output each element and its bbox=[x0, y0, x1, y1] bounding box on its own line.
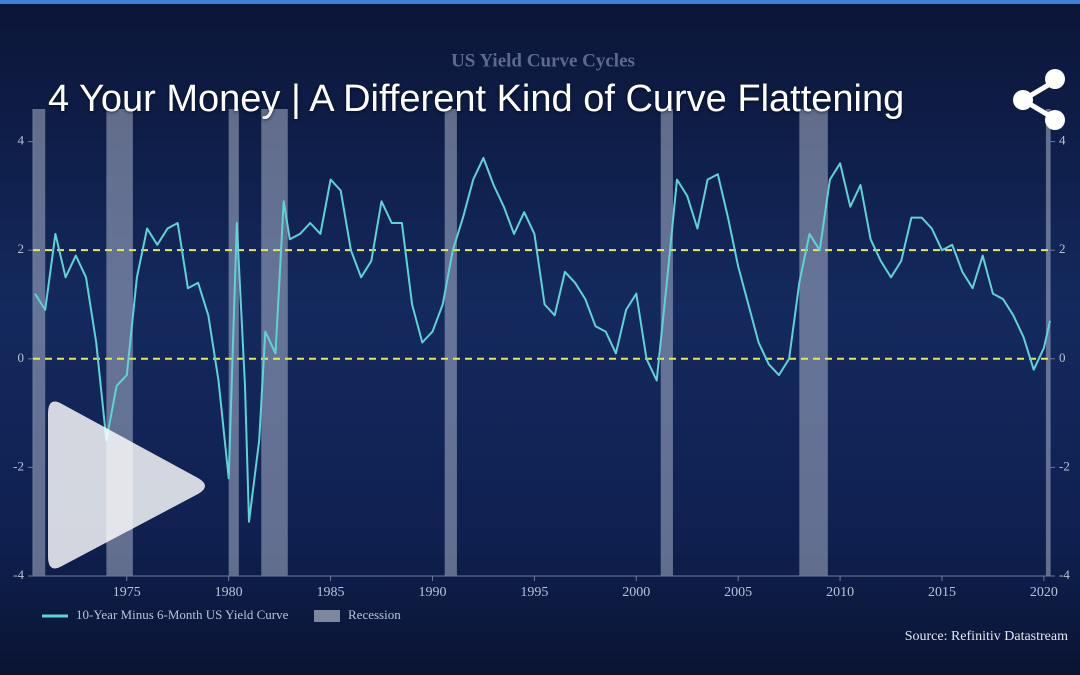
y-tick-label: -2 bbox=[13, 458, 24, 473]
legend-label: Recession bbox=[348, 607, 401, 622]
x-tick-label: 2015 bbox=[928, 585, 956, 600]
chart: US Yield Curve Cycles Source: Refinitiv … bbox=[13, 50, 1070, 644]
y-tick-label-right: 4 bbox=[1059, 133, 1066, 148]
y-tick-label-right: -4 bbox=[1059, 567, 1070, 582]
series-line bbox=[34, 156, 1051, 523]
y-tick-label-right: 0 bbox=[1059, 350, 1066, 365]
recession-band bbox=[799, 109, 828, 576]
x-tick-label: 1985 bbox=[317, 585, 345, 600]
x-tick-label: 2010 bbox=[826, 585, 854, 600]
chart-title: US Yield Curve Cycles bbox=[451, 50, 635, 71]
source-note: Source: Refinitiv Datastream bbox=[905, 629, 1068, 644]
x-tick-label: 1990 bbox=[418, 585, 446, 600]
y-tick-label: 2 bbox=[18, 241, 25, 256]
x-tick-label: 1975 bbox=[113, 585, 141, 600]
y-tick-label-right: 2 bbox=[1059, 241, 1066, 256]
video-title: 4 Your Money | A Different Kind of Curve… bbox=[48, 78, 905, 120]
recession-band bbox=[33, 109, 46, 576]
y-tick-label-right: -2 bbox=[1059, 458, 1070, 473]
x-tick-label: 1995 bbox=[520, 585, 548, 600]
plot: -4 -4 -2 -2 0 0 2 2 4 4 1975 1980 1985 1990 1995 2000 20… bbox=[13, 109, 1070, 622]
play-button[interactable] bbox=[48, 401, 205, 569]
recession-bands bbox=[33, 109, 1050, 576]
x-tick-label: 2005 bbox=[724, 585, 752, 600]
recession-band bbox=[660, 109, 673, 576]
y-tick-label: -4 bbox=[13, 567, 24, 582]
recession-band bbox=[1045, 109, 1050, 576]
y-tick-label: 0 bbox=[18, 350, 25, 365]
x-tick-label: 1980 bbox=[215, 585, 243, 600]
y-tick-label: 4 bbox=[18, 133, 25, 148]
legend-label: 10-Year Minus 6-Month US Yield Curve bbox=[76, 607, 289, 622]
recession-band bbox=[444, 109, 457, 576]
legend-swatch bbox=[314, 610, 340, 622]
x-tick-label: 2000 bbox=[622, 585, 650, 600]
share-button[interactable] bbox=[1013, 69, 1065, 130]
x-tick-label: 2020 bbox=[1030, 585, 1058, 600]
